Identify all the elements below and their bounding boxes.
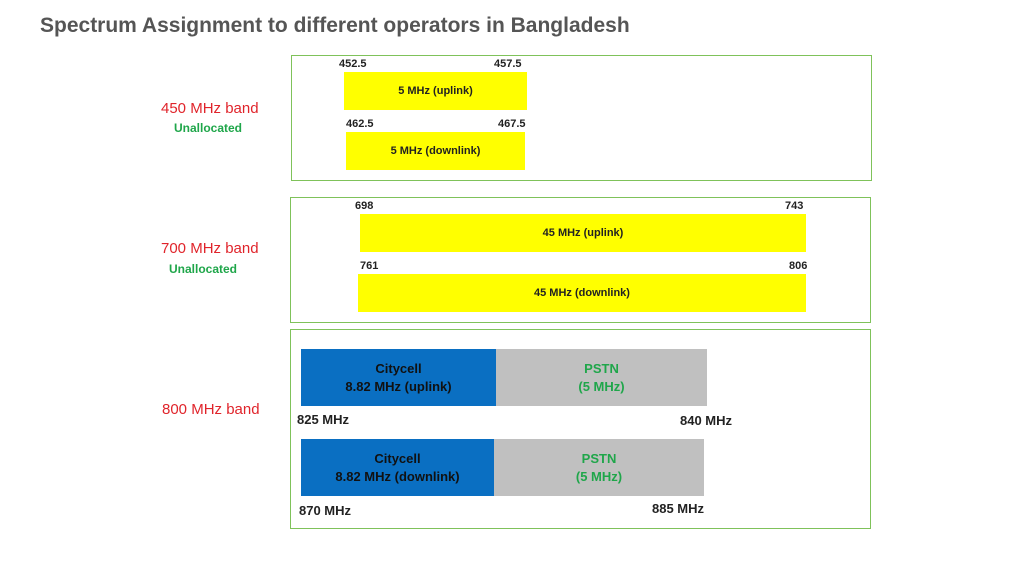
band-800-downlink-end: 885 MHz — [652, 501, 705, 516]
band-800-name: 800 MHz band — [162, 401, 260, 418]
band-700-downlink-end: 806 — [789, 260, 808, 272]
citycell-uplink-name: Citycell — [375, 360, 422, 376]
band-700-downlink-bar: 45 MHz (downlink) — [358, 274, 806, 312]
band-450-uplink-bar: 5 MHz (uplink) — [344, 72, 527, 110]
band-700-uplink-bar: 45 MHz (uplink) — [360, 214, 806, 252]
band-450-downlink-bar: 5 MHz (downlink) — [346, 132, 525, 170]
band-800-uplink-pstn: PSTN (5 MHz) — [496, 349, 707, 406]
band-700-downlink-start: 761 — [360, 260, 379, 272]
band-450-status: Unallocated — [174, 121, 243, 135]
citycell-downlink-detail: 8.82 MHz (downlink) — [335, 468, 460, 484]
page-title: Spectrum Assignment to different operato… — [40, 14, 630, 37]
band-700-panel — [290, 197, 871, 323]
band-800-uplink-start: 825 MHz — [297, 412, 350, 427]
band-450-panel — [291, 55, 872, 181]
pstn-uplink-detail: (5 MHz) — [578, 378, 625, 394]
citycell-downlink-name: Citycell — [374, 450, 421, 466]
citycell-uplink-detail: 8.82 MHz (uplink) — [345, 378, 452, 394]
band-450-downlink-end: 467.5 — [498, 118, 526, 130]
band-800-downlink-start: 870 MHz — [299, 503, 352, 518]
band-450-uplink-start: 452.5 — [339, 58, 367, 70]
pstn-downlink-detail: (5 MHz) — [575, 468, 623, 484]
band-700-uplink-start: 698 — [355, 200, 374, 212]
pstn-uplink-name: PSTN — [584, 360, 619, 376]
band-800-uplink-end: 840 MHz — [680, 413, 733, 428]
band-450-downlink-start: 462.5 — [346, 118, 374, 130]
band-700-uplink-end: 743 — [785, 200, 804, 212]
pstn-downlink-name: PSTN — [581, 450, 617, 466]
band-800-downlink-citycell: Citycell 8.82 MHz (downlink) — [301, 439, 494, 496]
band-700-status: Unallocated — [169, 262, 238, 276]
band-450-name: 450 MHz band — [161, 100, 259, 117]
band-450-uplink-end: 457.5 — [494, 58, 522, 70]
band-800-downlink-pstn: PSTN (5 MHz) — [494, 439, 704, 496]
band-800-uplink-citycell: Citycell 8.82 MHz (uplink) — [301, 349, 496, 406]
band-800-panel — [290, 329, 871, 529]
band-700-name: 700 MHz band — [161, 240, 259, 257]
